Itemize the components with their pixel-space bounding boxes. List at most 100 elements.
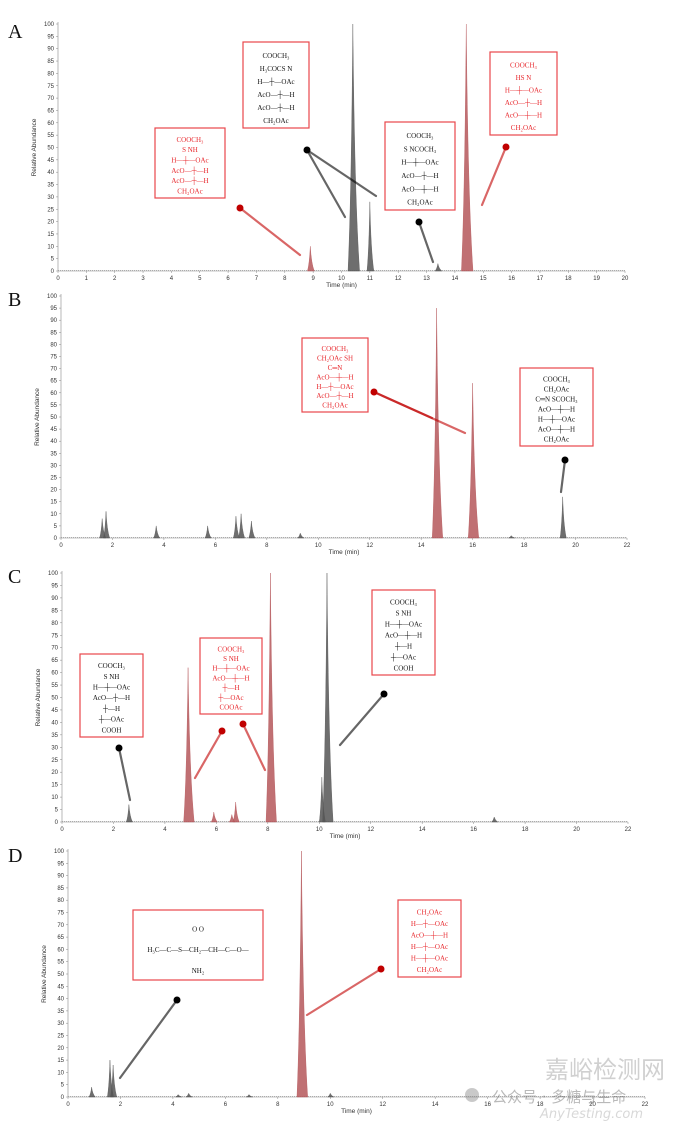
y-tick-label: 30 (57, 1021, 64, 1027)
structure-line: HS N (516, 74, 532, 82)
structure-line: COOCH₃ (543, 376, 571, 384)
y-tick-label: 40 (57, 997, 64, 1003)
x-tick-label: 5 (198, 276, 202, 282)
peak-gray (103, 511, 110, 539)
peak-red (183, 667, 195, 823)
x-tick-label: 18 (537, 1102, 544, 1108)
y-tick-label: 50 (50, 415, 57, 421)
callout-line (305, 148, 347, 219)
x-tick-label: 12 (366, 543, 373, 549)
x-tick-label: 18 (565, 276, 572, 282)
x-tick-label: 9 (311, 276, 315, 282)
structure-line: C═N SCOCH₃ (535, 396, 578, 404)
structure-line: COOCH₃ (218, 645, 246, 653)
structure-line: COOCH₃ (390, 598, 418, 606)
structure-frame (154, 127, 226, 199)
y-tick-label: 0 (54, 536, 58, 542)
structure-line: H—┼—OAc (411, 942, 448, 952)
x-tick-label: 16 (508, 276, 515, 282)
structure-line: H—┼—OAc (401, 158, 438, 168)
y-tick-label: 0 (55, 820, 59, 826)
y-tick-label: 50 (47, 146, 54, 152)
watermark-site-en: AnyTesting.com (539, 1107, 643, 1122)
peak-red (265, 572, 277, 823)
x-tick-label: 14 (452, 276, 459, 282)
structure-line: AcO—┼—H (538, 425, 575, 435)
y-tick-label: 5 (55, 808, 59, 814)
peak-red (432, 308, 443, 539)
y-tick-label: 65 (47, 108, 54, 114)
x-axis-title: Time (min) (341, 1108, 372, 1115)
callout-dot (377, 965, 385, 973)
peak-gray (326, 1092, 335, 1098)
y-tick-label: 5 (61, 1083, 65, 1089)
y-tick-label: 90 (57, 874, 64, 880)
y-tick-label: 80 (57, 898, 64, 904)
y-tick-label: 70 (47, 96, 54, 102)
y-tick-label: 95 (57, 861, 64, 867)
x-axis-title: Time (min) (329, 549, 360, 556)
y-tick-label: 35 (57, 1009, 64, 1015)
peak-gray (126, 804, 133, 823)
peak-gray (366, 201, 375, 272)
peak-gray (246, 1094, 253, 1098)
x-tick-label: 22 (624, 543, 631, 549)
y-tick-label: 60 (50, 391, 57, 397)
x-tick-label: 0 (60, 827, 64, 833)
peak-red (307, 246, 315, 272)
x-tick-label: 4 (171, 1102, 175, 1108)
x-tick-label: 15 (480, 276, 487, 282)
structure-line: S NH (104, 673, 120, 681)
y-tick-label: 85 (57, 886, 64, 892)
peak-gray (110, 1065, 118, 1098)
y-tick-label: 40 (47, 170, 54, 176)
structure-frame (301, 337, 369, 413)
x-tick-label: 18 (521, 543, 528, 549)
peak-red (468, 383, 479, 539)
x-tick-label: 20 (572, 543, 579, 549)
y-tick-label: 55 (57, 960, 64, 966)
x-tick-label: 12 (395, 276, 402, 282)
structure-line: AcO—┼—H (257, 103, 294, 113)
structure-box: COOCH₃ S NCOCH₃ H—┼—OAc AcO—┼—H AcO—┼—H CH₂OA… (384, 121, 456, 211)
peak-gray (322, 572, 334, 823)
y-tick-label: 15 (47, 232, 54, 238)
structure-line: ┼—OAc (217, 693, 243, 703)
y-tick-label: 60 (47, 121, 54, 127)
structure-line: COOAc (220, 704, 243, 712)
y-tick-label: 25 (47, 207, 54, 213)
structure-line: H—┼—OAc (411, 919, 448, 929)
x-tick-label: 3 (141, 276, 145, 282)
peak-gray (297, 533, 304, 539)
y-axis-title: Relative Abundance (34, 388, 41, 446)
y-tick-label: 20 (57, 1046, 64, 1052)
structure-line: AcO—┼—H (401, 171, 438, 181)
peak-gray (88, 1087, 96, 1098)
peak-gray (153, 525, 161, 539)
structure-line: H—┼—OAc (93, 682, 130, 692)
callout-line (417, 220, 435, 264)
x-tick-label: 2 (112, 827, 116, 833)
x-tick-label: 8 (265, 543, 269, 549)
y-tick-label: 75 (47, 84, 54, 90)
callout-line (118, 998, 179, 1080)
structure-line: S NH (182, 146, 198, 154)
x-tick-label: 14 (432, 1102, 439, 1108)
structure-line: AcO—┼—H (505, 98, 542, 108)
callout-line (480, 145, 508, 207)
watermark-site-cn: 嘉峪检测网 (545, 1056, 665, 1084)
x-tick-label: 10 (315, 543, 322, 549)
structure-line: O O (192, 926, 204, 934)
y-tick-label: 30 (50, 463, 57, 469)
panel-label: B (8, 289, 21, 311)
x-tick-label: 17 (537, 276, 544, 282)
y-tick-label: 90 (50, 318, 57, 324)
structure-box: COOCH₃ H₃COCS N H—┼—OAc AcO—┼—H AcO—┼—H CH₂OA… (242, 41, 310, 129)
y-tick-label: 95 (51, 583, 58, 589)
structure-line: AcO—┼—H (212, 673, 249, 683)
callout-dot (415, 218, 423, 226)
callout-dot (380, 690, 388, 698)
y-tick-label: 45 (50, 427, 57, 433)
y-tick-label: 15 (57, 1058, 64, 1064)
